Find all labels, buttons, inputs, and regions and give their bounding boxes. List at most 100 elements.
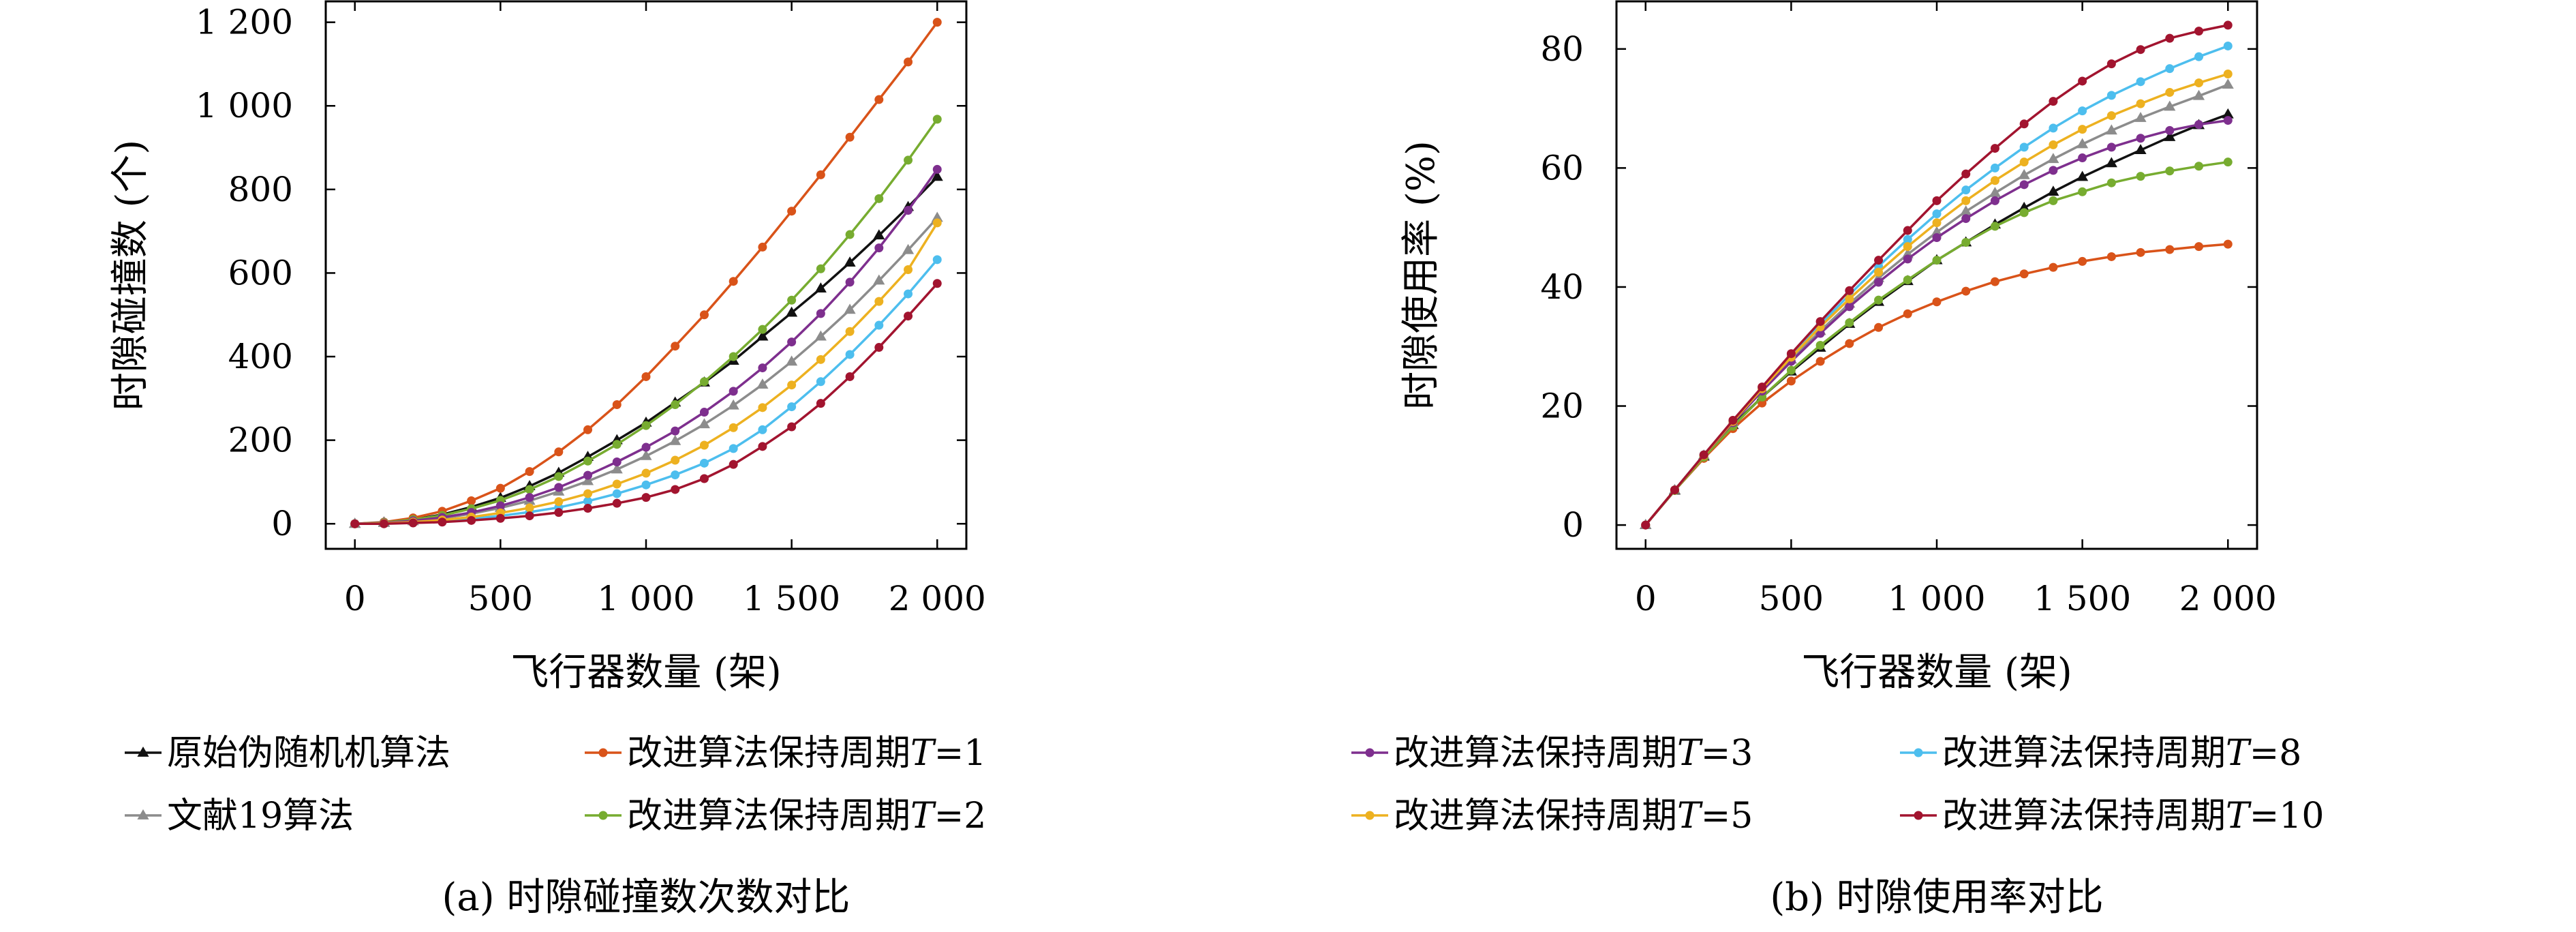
- data-point: [874, 95, 884, 104]
- series-line: [1644, 243, 2228, 526]
- data-point: [904, 57, 913, 67]
- y-tick-label: 40: [1540, 267, 1584, 307]
- data-point: [1990, 277, 1999, 286]
- data-point: [611, 463, 623, 474]
- data-point: [727, 399, 739, 410]
- data-point: [698, 418, 711, 429]
- data-point: [1903, 254, 1912, 264]
- legend-label: 改进算法保持周期T=1: [627, 733, 986, 774]
- data-point: [2078, 256, 2087, 266]
- data-point: [2076, 170, 2089, 181]
- data-point: [554, 472, 564, 481]
- y-axis-label: 时隙碰撞数 (个): [108, 140, 153, 411]
- data-point: [1903, 309, 1912, 318]
- data-point: [1932, 218, 1942, 228]
- x-tick-label: 2 000: [2179, 579, 2277, 618]
- data-point: [699, 474, 709, 483]
- data-point: [350, 519, 360, 528]
- data-point: [2136, 99, 2145, 108]
- legend-label: 改进算法保持周期T=8: [1942, 733, 2301, 774]
- data-point: [845, 230, 855, 239]
- x-tick-label: 2 000: [889, 579, 986, 618]
- data-point: [2105, 124, 2117, 135]
- data-point: [379, 519, 388, 528]
- data-point: [1874, 256, 1884, 265]
- data-point: [1990, 163, 1999, 172]
- data-point: [2078, 76, 2087, 86]
- data-point: [758, 325, 767, 334]
- data-point: [2106, 142, 2116, 152]
- data-point: [1961, 214, 1971, 224]
- y-tick-label: 600: [228, 253, 293, 292]
- data-point: [2019, 269, 2029, 279]
- data-point: [729, 352, 738, 361]
- data-point: [816, 264, 825, 273]
- data-point: [758, 403, 767, 412]
- data-point: [1961, 196, 1971, 205]
- data-point: [729, 277, 738, 286]
- data-point: [525, 511, 534, 521]
- data-point: [2105, 157, 2117, 168]
- data-point: [1903, 226, 1912, 235]
- data-point: [671, 426, 680, 436]
- data-point: [2223, 69, 2233, 78]
- series-orig: [1640, 108, 2234, 529]
- data-point: [699, 408, 709, 417]
- data-point: [2019, 208, 2029, 217]
- data-point: [641, 421, 651, 430]
- data-point: [2223, 20, 2233, 30]
- data-point: [2134, 144, 2147, 155]
- data-point: [1990, 144, 1999, 153]
- data-point: [1815, 317, 1825, 327]
- data-point: [2223, 157, 2233, 167]
- data-point: [583, 456, 593, 466]
- data-point: [2136, 247, 2145, 257]
- data-point: [2106, 111, 2116, 121]
- data-point: [932, 164, 942, 174]
- x-axis-label: 飞行器数量 (架): [1801, 650, 2072, 695]
- data-point: [845, 350, 855, 359]
- data-point: [932, 18, 942, 27]
- chart-a: 0 200 400 600 800 1 000 1 200 0 500 1 000 1 500 2 0…: [108, 0, 986, 920]
- data-point: [932, 255, 942, 265]
- data-point: [932, 218, 942, 228]
- data-point: [1874, 295, 1884, 305]
- x-tick-label: 500: [1759, 579, 1824, 618]
- data-point: [845, 277, 855, 287]
- y-tick-label: 0: [271, 504, 293, 543]
- legend-marker: [1914, 811, 1923, 820]
- legend-item: 改进算法保持周期T=2: [585, 796, 986, 837]
- data-point: [671, 400, 680, 410]
- data-point: [814, 282, 827, 292]
- data-point: [2049, 140, 2058, 149]
- data-point: [612, 440, 622, 449]
- y-tick-label: 400: [228, 337, 293, 376]
- x-tick-label: 1 500: [2034, 579, 2131, 618]
- data-point: [904, 205, 913, 215]
- data-point: [612, 400, 622, 410]
- data-point: [669, 434, 681, 445]
- series-t10: [350, 279, 942, 528]
- data-point: [583, 470, 593, 480]
- data-point: [583, 504, 593, 513]
- data-point: [2165, 64, 2175, 74]
- data-point: [2076, 138, 2089, 149]
- data-point: [1786, 365, 1796, 375]
- legend-item: 改进算法保持周期T=1: [585, 733, 986, 774]
- legend-label: 改进算法保持周期T=10: [1942, 796, 2324, 837]
- data-point: [1990, 176, 1999, 185]
- data-point: [2078, 106, 2087, 116]
- data-point: [2192, 89, 2205, 100]
- data-point: [1874, 267, 1884, 277]
- legend-marker: [598, 811, 608, 820]
- data-point: [816, 377, 825, 387]
- data-point: [1961, 185, 1971, 195]
- data-point: [816, 170, 825, 179]
- data-point: [612, 457, 622, 467]
- data-point: [1932, 196, 1942, 205]
- data-point: [408, 518, 418, 528]
- data-point: [904, 312, 913, 321]
- data-point: [438, 517, 447, 527]
- data-point: [583, 425, 593, 434]
- data-point: [2134, 112, 2147, 122]
